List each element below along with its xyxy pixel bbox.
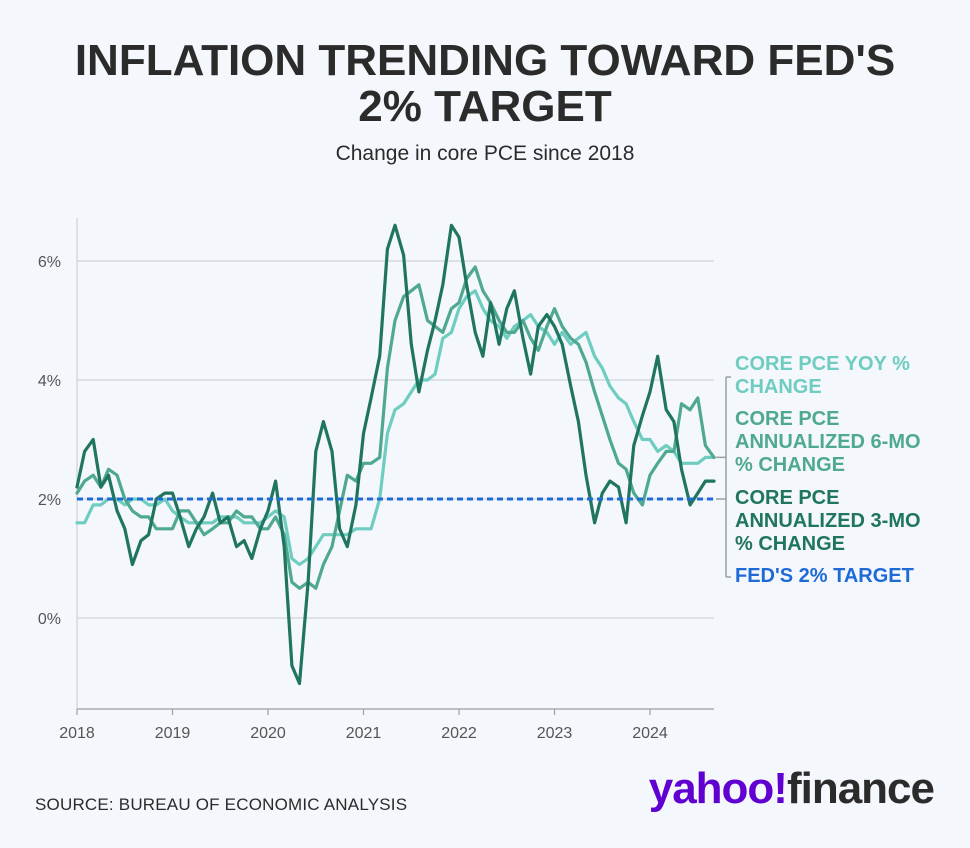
series-line-six-month	[75, 265, 716, 590]
chart-subtitle: Change in core PCE since 2018	[335, 142, 635, 165]
y-tick-label: 6%	[38, 254, 61, 271]
y-tick-label: 2%	[38, 492, 61, 509]
legend-label-fed-target: FED'S 2% TARGET	[735, 565, 914, 587]
x-tick-label: 2023	[537, 725, 573, 742]
series-line-yoy	[75, 289, 716, 567]
chart-title: INFLATION TRENDING TOWARD FED'S 2% TARGE…	[74, 36, 896, 131]
source-note: SOURCE: BUREAU OF ECONOMIC ANALYSIS	[35, 795, 408, 814]
y-tick-label: 4%	[38, 373, 61, 390]
legend-label-three-month: CORE PCE ANNUALIZED 3-MO % CHANGE	[735, 487, 921, 555]
x-tick-label: 2020	[250, 725, 286, 742]
x-tick-label: 2018	[59, 725, 95, 742]
x-tick-label: 2019	[155, 725, 191, 742]
legend-label-yoy: CORE PCE YOY % CHANGE	[735, 353, 910, 398]
x-tick-label: 2022	[441, 725, 477, 742]
x-tick-label: 2021	[346, 725, 382, 742]
yahoo-finance-logo: yahoo!finance	[648, 764, 935, 813]
x-tick-label: 2024	[632, 725, 668, 742]
series-line-three-month	[75, 223, 716, 686]
y-tick-label: 0%	[38, 611, 61, 628]
legend-label-six-month: CORE PCE ANNUALIZED 6-MO % CHANGE	[735, 408, 921, 476]
